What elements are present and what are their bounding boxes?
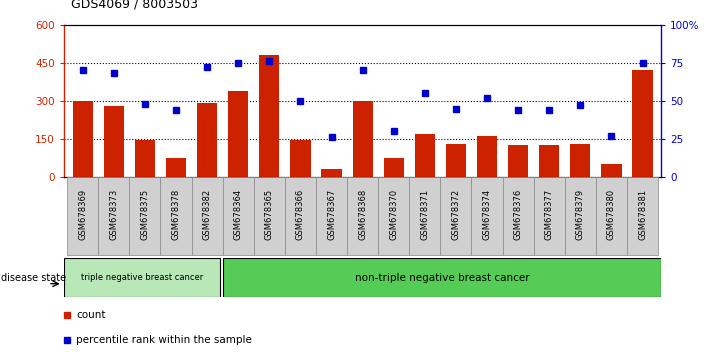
Bar xyxy=(627,177,658,255)
Bar xyxy=(223,258,661,297)
Text: GSM678380: GSM678380 xyxy=(607,189,616,240)
Bar xyxy=(285,177,316,255)
Text: GSM678378: GSM678378 xyxy=(171,189,181,240)
Bar xyxy=(378,177,410,255)
Bar xyxy=(347,177,378,255)
Bar xyxy=(440,177,471,255)
Bar xyxy=(534,177,565,255)
Bar xyxy=(316,177,347,255)
Bar xyxy=(223,177,254,255)
Bar xyxy=(64,258,220,297)
Bar xyxy=(503,177,534,255)
Bar xyxy=(166,158,186,177)
Bar xyxy=(415,134,435,177)
Bar xyxy=(410,177,440,255)
Bar xyxy=(570,144,590,177)
Text: GSM678367: GSM678367 xyxy=(327,189,336,240)
Text: count: count xyxy=(76,310,105,320)
Bar xyxy=(260,55,279,177)
Bar xyxy=(129,177,161,255)
Bar xyxy=(633,70,653,177)
Bar xyxy=(197,103,217,177)
Text: triple negative breast cancer: triple negative breast cancer xyxy=(80,273,203,282)
Bar xyxy=(539,145,560,177)
Text: GSM678376: GSM678376 xyxy=(513,189,523,240)
Bar xyxy=(254,177,285,255)
Bar xyxy=(104,106,124,177)
Bar xyxy=(73,101,92,177)
Text: GSM678370: GSM678370 xyxy=(389,189,398,240)
Text: GSM678369: GSM678369 xyxy=(78,189,87,240)
Text: GSM678377: GSM678377 xyxy=(545,189,554,240)
Bar xyxy=(446,144,466,177)
Text: GSM678373: GSM678373 xyxy=(109,189,118,240)
Bar xyxy=(98,177,129,255)
Bar xyxy=(477,136,497,177)
Bar xyxy=(228,91,248,177)
Bar xyxy=(321,170,341,177)
Bar xyxy=(565,177,596,255)
Text: GDS4069 / 8003503: GDS4069 / 8003503 xyxy=(71,0,198,11)
Bar xyxy=(135,140,155,177)
Text: GSM678368: GSM678368 xyxy=(358,189,367,240)
Text: GSM678371: GSM678371 xyxy=(420,189,429,240)
Text: GSM678366: GSM678366 xyxy=(296,189,305,240)
Bar xyxy=(384,158,404,177)
Bar xyxy=(508,145,528,177)
Text: percentile rank within the sample: percentile rank within the sample xyxy=(76,335,252,344)
Bar xyxy=(161,177,191,255)
Bar xyxy=(471,177,503,255)
Bar xyxy=(353,101,373,177)
Text: GSM678364: GSM678364 xyxy=(234,189,242,240)
Bar xyxy=(67,177,98,255)
Text: GSM678365: GSM678365 xyxy=(264,189,274,240)
Bar xyxy=(596,177,627,255)
Bar xyxy=(290,140,311,177)
Text: disease state: disease state xyxy=(1,273,66,283)
Text: GSM678381: GSM678381 xyxy=(638,189,647,240)
Bar xyxy=(191,177,223,255)
Text: GSM678382: GSM678382 xyxy=(203,189,212,240)
Text: GSM678374: GSM678374 xyxy=(483,189,491,240)
Text: GSM678372: GSM678372 xyxy=(451,189,461,240)
Bar xyxy=(602,164,621,177)
Text: GSM678379: GSM678379 xyxy=(576,189,585,240)
Text: non-triple negative breast cancer: non-triple negative breast cancer xyxy=(355,273,529,283)
Text: GSM678375: GSM678375 xyxy=(140,189,149,240)
